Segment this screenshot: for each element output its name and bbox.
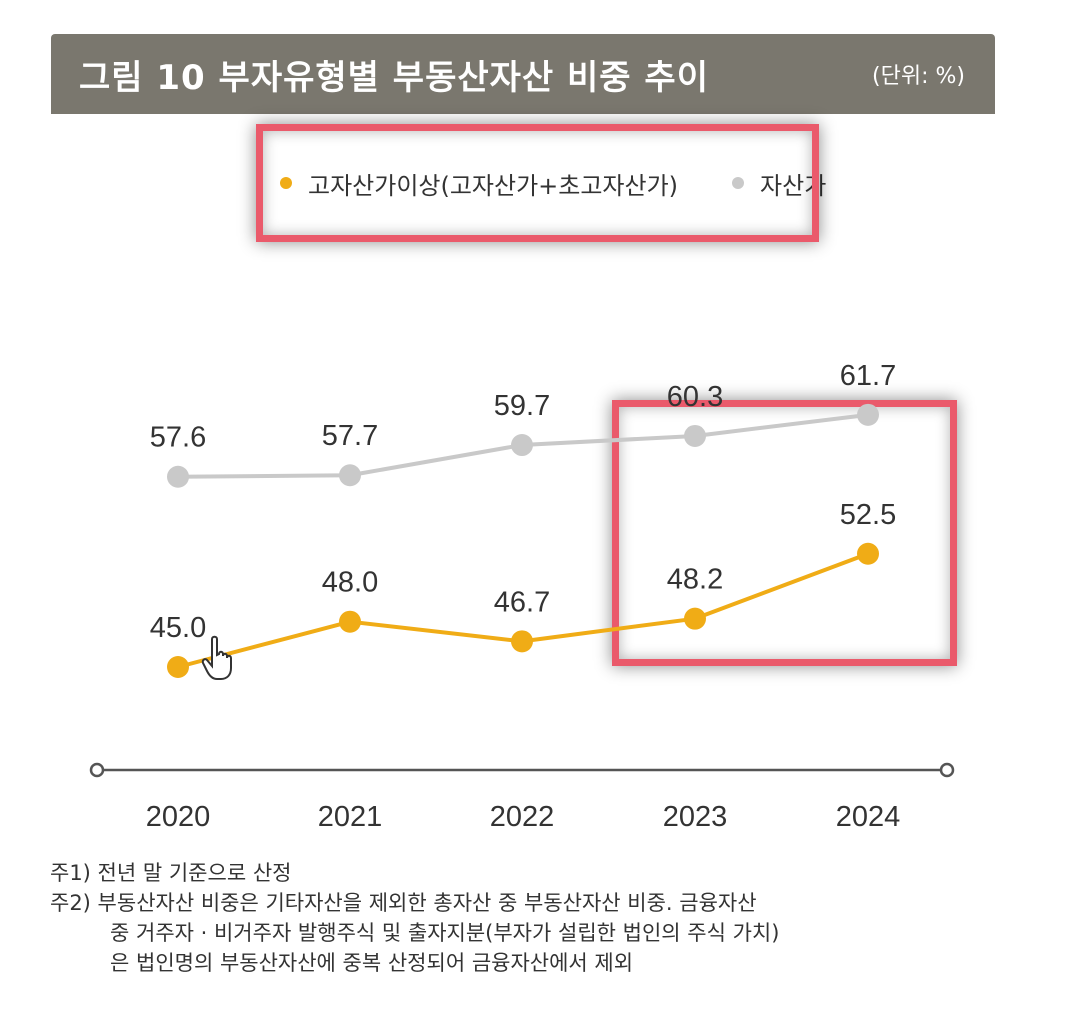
data-label: 46.7: [494, 586, 550, 618]
data-point: [511, 434, 533, 457]
data-label: 45.0: [150, 612, 206, 644]
data-point: [511, 630, 533, 653]
data-point: [857, 542, 879, 565]
data-point: [339, 610, 361, 633]
x-tick-label: 2024: [836, 801, 901, 833]
data-label: 48.0: [322, 567, 378, 599]
data-label: 57.7: [322, 420, 378, 452]
footnote-1: 주1) 전년 말 기준으로 산정: [50, 861, 292, 885]
data-point: [167, 465, 189, 488]
data-label: 59.7: [494, 390, 550, 422]
data-label: 61.7: [840, 360, 896, 392]
data-point: [339, 464, 361, 487]
data-label: 57.6: [150, 422, 206, 454]
chart-title-bar: 그림 10 부자유형별 부동산자산 비중 추이 (단위: %): [51, 34, 995, 114]
legend-highlight-box: [256, 124, 819, 242]
footnote-2-line-2: 중 거주자 · 비거주자 발행주식 및 출자지분(부자가 설립한 법인의 주식 …: [110, 921, 780, 945]
footnote-2-line-3: 은 법인명의 부동산자산에 중복 산정되어 금융자산에서 제외: [110, 951, 634, 975]
x-tick-label: 2022: [490, 801, 555, 833]
data-point: [684, 607, 706, 630]
legend-dot-icon: [280, 177, 292, 189]
data-point: [857, 403, 879, 426]
x-tick-label: 2020: [146, 801, 211, 833]
data-highlight-box: [612, 400, 957, 666]
data-point: [684, 424, 706, 447]
data-label: 60.3: [667, 381, 723, 413]
chart-unit: (단위: %): [872, 64, 965, 89]
x-tick-label: 2021: [318, 801, 383, 833]
footnotes: 주1) 전년 말 기준으로 산정 주2) 부동산자산 비중은 기타자산을 제외한…: [50, 858, 1050, 978]
data-point: [167, 656, 189, 678]
data-label: 48.2: [667, 564, 723, 596]
chart-title: 그림 10 부자유형별 부동산자산 비중 추이: [79, 57, 709, 98]
x-tick-label: 2023: [663, 801, 728, 833]
legend-label-high-asset: 고자산가이상(고자산가+초고자산가): [308, 171, 679, 200]
hand-cursor-icon: [201, 635, 232, 680]
x-axis-start-cap: [89, 762, 105, 778]
legend-dot-icon: [732, 177, 745, 189]
legend-item-high-asset: 고자산가이상(고자산가+초고자산가): [280, 166, 678, 201]
data-label: 52.5: [840, 499, 896, 531]
x-axis-end-cap: [939, 762, 955, 778]
footnote-2: 주2) 부동산자산 비중은 기타자산을 제외한 총자산 중 부동산자산 비중. …: [50, 891, 757, 915]
